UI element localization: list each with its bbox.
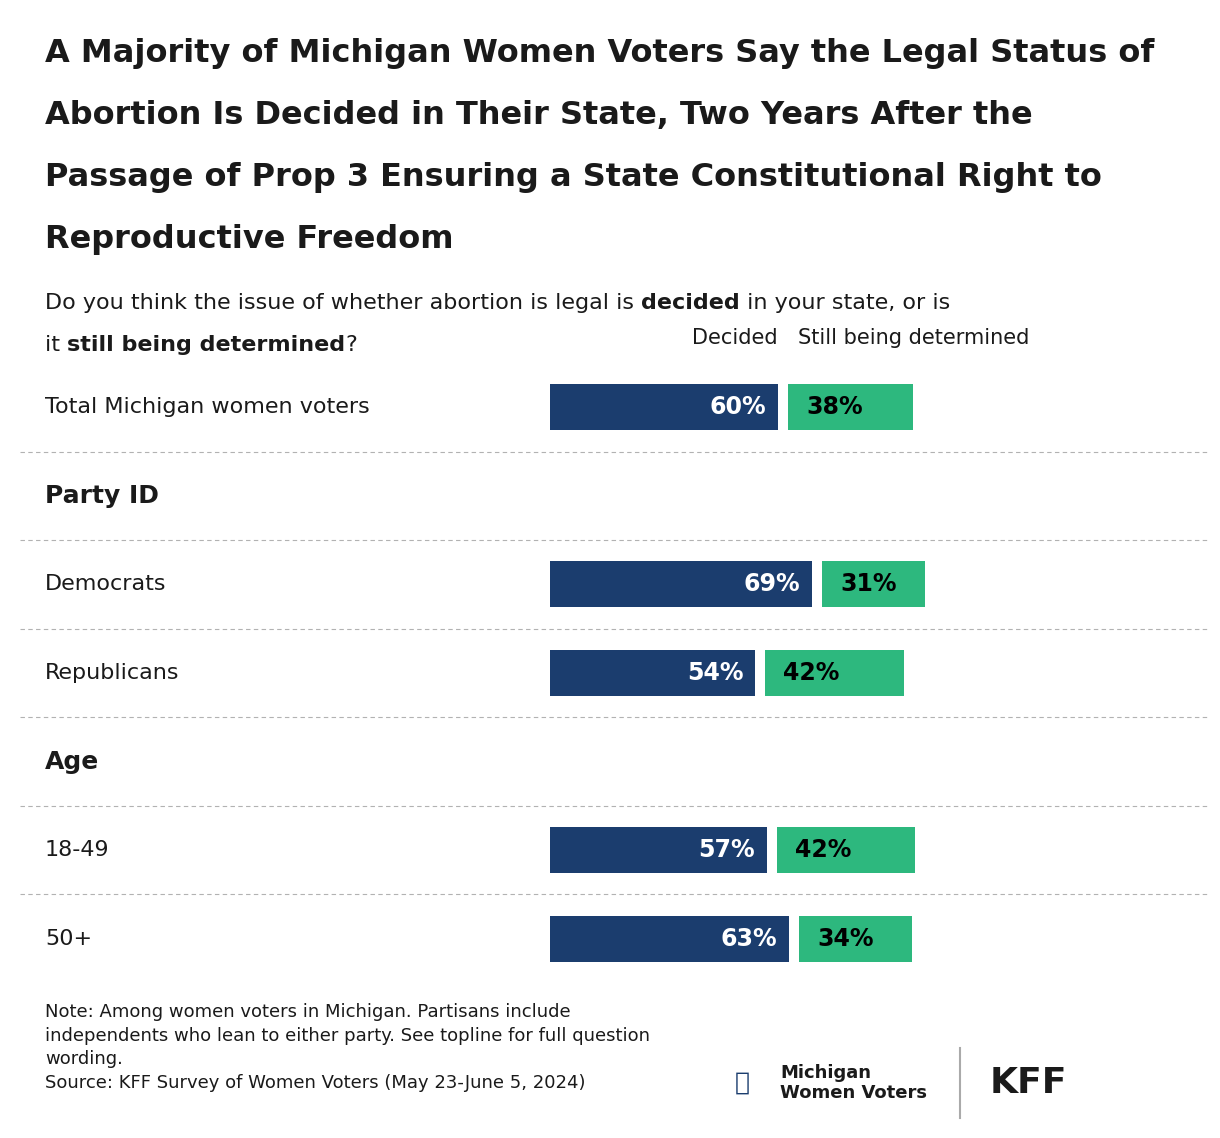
Text: Age: Age bbox=[45, 750, 99, 774]
Text: 18-49: 18-49 bbox=[45, 840, 110, 860]
Bar bbox=[822, 561, 925, 608]
Text: Do you think the issue of whether abortion is legal is: Do you think the issue of whether aborti… bbox=[45, 292, 642, 313]
Text: A Majority of Michigan Women Voters Say the Legal Status of: A Majority of Michigan Women Voters Say … bbox=[45, 38, 1154, 69]
Text: still being determined: still being determined bbox=[67, 335, 345, 355]
Text: 57%: 57% bbox=[698, 839, 755, 863]
Text: Party ID: Party ID bbox=[45, 484, 159, 508]
Bar bbox=[788, 385, 914, 430]
Text: KFF: KFF bbox=[989, 1066, 1068, 1100]
Text: Abortion Is Decided in Their State, Two Years After the: Abortion Is Decided in Their State, Two … bbox=[45, 100, 1032, 131]
Text: 42%: 42% bbox=[783, 661, 839, 685]
Text: Democrats: Democrats bbox=[45, 575, 166, 594]
Text: decided: decided bbox=[642, 292, 739, 313]
Text: Michigan
Women Voters: Michigan Women Voters bbox=[780, 1064, 927, 1103]
Text: in your state, or is: in your state, or is bbox=[739, 292, 950, 313]
Text: 42%: 42% bbox=[794, 839, 852, 863]
Text: 50+: 50+ bbox=[45, 929, 93, 949]
Bar bbox=[550, 385, 778, 430]
Bar bbox=[550, 561, 813, 608]
Bar bbox=[550, 827, 766, 873]
Text: 31%: 31% bbox=[841, 572, 897, 596]
Text: 54%: 54% bbox=[687, 661, 743, 685]
Text: Passage of Prop 3 Ensuring a State Constitutional Right to: Passage of Prop 3 Ensuring a State Const… bbox=[45, 162, 1102, 193]
Bar bbox=[765, 650, 904, 696]
Text: 69%: 69% bbox=[743, 572, 800, 596]
Text: it: it bbox=[45, 335, 67, 355]
Text: Republicans: Republicans bbox=[45, 663, 179, 683]
Text: 34%: 34% bbox=[817, 926, 874, 950]
Bar bbox=[777, 827, 915, 873]
Bar bbox=[550, 916, 789, 962]
Text: ?: ? bbox=[345, 335, 357, 355]
Text: 🗺: 🗺 bbox=[734, 1071, 750, 1095]
Text: Reproductive Freedom: Reproductive Freedom bbox=[45, 224, 454, 255]
Text: 60%: 60% bbox=[709, 395, 766, 419]
Text: Decided: Decided bbox=[693, 328, 778, 348]
Text: 63%: 63% bbox=[721, 926, 777, 950]
Text: Note: Among women voters in Michigan. Partisans include
independents who lean to: Note: Among women voters in Michigan. Pa… bbox=[45, 1003, 650, 1091]
Text: 38%: 38% bbox=[806, 395, 863, 419]
Bar bbox=[799, 916, 911, 962]
Text: Total Michigan women voters: Total Michigan women voters bbox=[45, 397, 370, 418]
Bar bbox=[550, 650, 755, 696]
Text: Still being determined: Still being determined bbox=[798, 328, 1030, 348]
